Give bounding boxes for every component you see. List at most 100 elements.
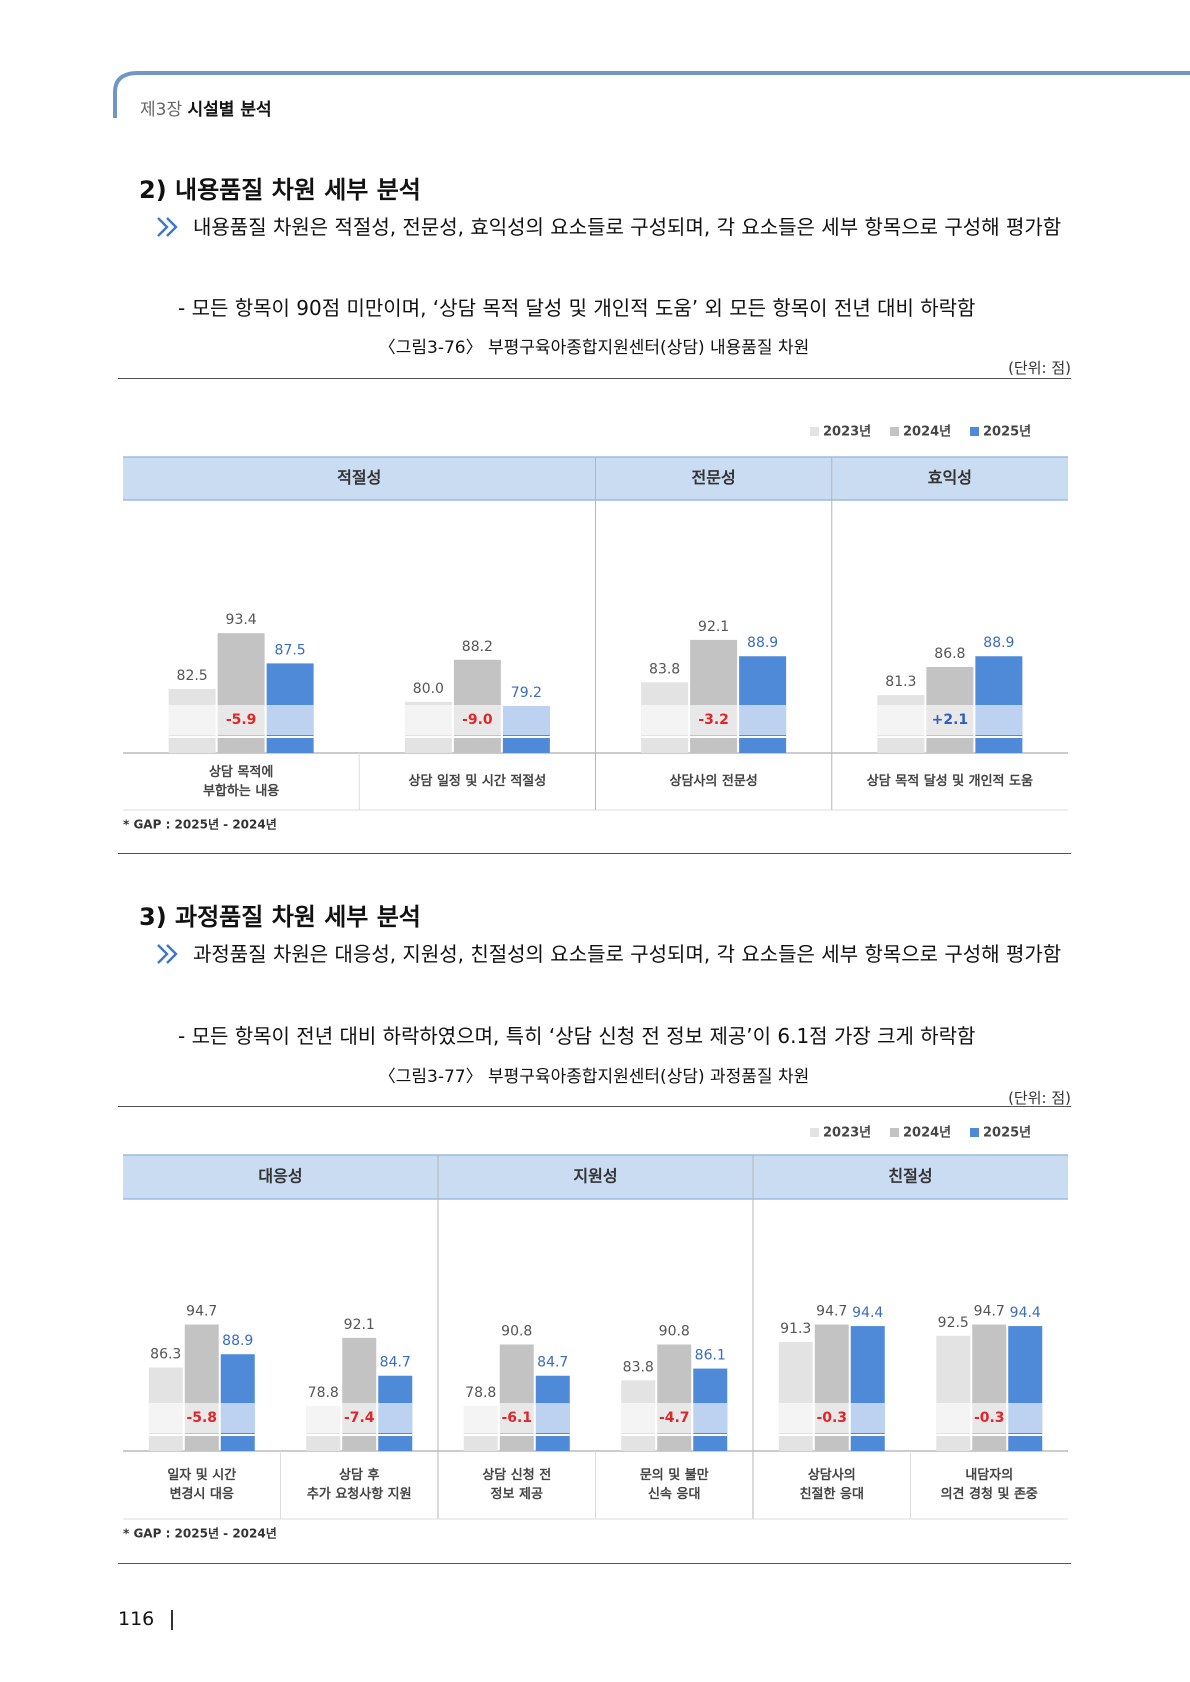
category-label: 상담사의 전문성 <box>669 774 758 789</box>
gap-band <box>404 705 550 735</box>
category-label: 문의 및 불만 신속 응대 <box>639 1468 709 1502</box>
category-label: 상담 후 추가 요청사항 지원 <box>306 1468 412 1502</box>
gap-band-separator <box>936 1434 1043 1436</box>
group-header: 효익성 <box>928 468 972 487</box>
category-label: 상담 신청 전 정보 제공 <box>482 1468 552 1502</box>
legend-swatch <box>810 1128 819 1137</box>
gap-label: -3.2 <box>698 712 729 728</box>
gap-band-separator <box>877 736 1023 738</box>
gap-band <box>306 1403 413 1433</box>
legend-label: 2024년 <box>903 425 951 440</box>
value-label: 80.0 <box>413 681 444 697</box>
gap-band-separator <box>778 1434 885 1436</box>
value-label: 83.8 <box>623 1359 654 1375</box>
rule <box>118 853 1071 854</box>
gap-band <box>877 705 1023 735</box>
legend-label: 2025년 <box>983 1126 1031 1141</box>
legend-swatch <box>970 427 979 436</box>
legend-label: 2024년 <box>903 1126 951 1141</box>
figure-caption: 〈그림3-77〉 부평구육아종합지원센터(상담) 과정품질 차원 <box>378 1067 810 1087</box>
category-label: 상담 일정 및 시간 적절성 <box>408 774 547 789</box>
gap-band-separator <box>621 1434 728 1436</box>
value-label: 81.3 <box>885 674 916 690</box>
section-title: 3) 과정품질 차원 세부 분석 <box>139 903 421 931</box>
unit-label: (단위: 점) <box>1008 359 1071 377</box>
value-label: 88.9 <box>222 1333 253 1349</box>
legend-label: 2025년 <box>983 425 1031 440</box>
section-title: 2) 내용품질 차원 세부 분석 <box>139 176 421 204</box>
value-label: 90.8 <box>659 1324 690 1340</box>
bullet-text: 내용품질 차원은 적절성, 전문성, 효익성의 요소들로 구성되며, 각 요소들… <box>193 215 1062 239</box>
bar <box>217 633 265 753</box>
bar <box>975 656 1023 753</box>
value-label: 94.4 <box>1010 1305 1041 1321</box>
gap-band-separator <box>641 736 787 738</box>
value-label: 94.4 <box>852 1305 883 1321</box>
chart: 2023년 2024년 2025년 적절성 전문성 효익성 82.5 93.4 87.5 -5.9… <box>0 405 1190 853</box>
bullet-icon <box>157 217 178 237</box>
figure-caption: 〈그림3-76〉 부평구육아종합지원센터(상담) 내용품질 차원 <box>378 338 810 358</box>
value-label: 87.5 <box>275 642 306 658</box>
value-label: 79.2 <box>511 685 542 701</box>
value-label: 91.3 <box>780 1321 811 1337</box>
page-number-divider <box>171 1610 173 1630</box>
value-label: 82.5 <box>177 668 208 684</box>
category-label: 상담사의 친절한 응대 <box>799 1468 864 1502</box>
gap-label: +2.1 <box>932 712 969 728</box>
value-label: 78.8 <box>308 1385 339 1401</box>
gap-label: -0.3 <box>974 1410 1005 1426</box>
legend-swatch <box>970 1128 979 1137</box>
running-header: 제3장 시설별 분석 <box>140 95 272 120</box>
gap-band <box>463 1403 570 1433</box>
category-label: 상담 목적에 부합하는 내용 <box>202 764 280 799</box>
category-label: 일자 및 시간 변경시 대응 <box>167 1468 237 1502</box>
bar <box>739 656 787 753</box>
gap-label: -4.7 <box>659 1410 690 1426</box>
value-label: 84.7 <box>380 1355 411 1371</box>
gap-label: -5.9 <box>226 712 257 728</box>
gap-band-separator <box>404 736 550 738</box>
rule <box>118 1563 1071 1564</box>
page-number: 116 <box>118 1608 155 1630</box>
group-header: 적절성 <box>337 468 381 487</box>
chapter-title: 시설별 분석 <box>187 100 272 120</box>
chart: 2023년 2024년 2025년 대응성 지원성 친절성 86.3 94.7 88.9 -5.8… <box>0 1106 1190 1563</box>
value-label: 92.1 <box>344 1317 375 1333</box>
legend-swatch <box>890 1128 899 1137</box>
gap-band <box>168 705 314 735</box>
category-label: 상담 목적 달성 및 개인적 도움 <box>866 774 1033 789</box>
rule <box>118 378 1071 379</box>
category-label: 내담자의 의견 경청 및 존중 <box>940 1468 1038 1502</box>
rule <box>118 1106 1071 1107</box>
value-label: 88.9 <box>983 635 1014 651</box>
group-header-band <box>123 1155 1068 1199</box>
gap-band <box>641 705 787 735</box>
value-label: 86.3 <box>150 1347 181 1363</box>
chapter: 제3장 <box>140 100 183 120</box>
bar <box>220 1354 255 1451</box>
sub-bullet: - 모든 항목이 90점 미만이며, ‘상담 목적 달성 및 개인적 도움’ 외… <box>178 296 976 320</box>
gap-label: -7.4 <box>344 1410 375 1426</box>
value-label: 94.7 <box>186 1304 217 1320</box>
legend-label: 2023년 <box>823 425 871 440</box>
gap-band <box>936 1403 1043 1433</box>
gap-band-separator <box>148 1434 255 1436</box>
gap-band <box>621 1403 728 1433</box>
value-label: 92.1 <box>698 619 729 635</box>
value-label: 93.4 <box>226 612 257 628</box>
gap-label: -0.3 <box>816 1410 847 1426</box>
bar <box>499 1344 534 1451</box>
chart-note: * GAP : 2025년 - 2024년 <box>123 818 277 832</box>
sub-bullet: - 모든 항목이 전년 대비 하락하였으며, 특히 ‘상담 신청 전 정보 제공… <box>178 1024 976 1048</box>
group-header: 지원성 <box>573 1167 617 1186</box>
group-header: 대응성 <box>258 1167 302 1186</box>
value-label: 88.2 <box>462 639 493 655</box>
gap-band-separator <box>306 1434 413 1436</box>
value-label: 83.8 <box>649 661 680 677</box>
gap-label: -9.0 <box>462 712 493 728</box>
group-header: 친절성 <box>888 1167 932 1186</box>
